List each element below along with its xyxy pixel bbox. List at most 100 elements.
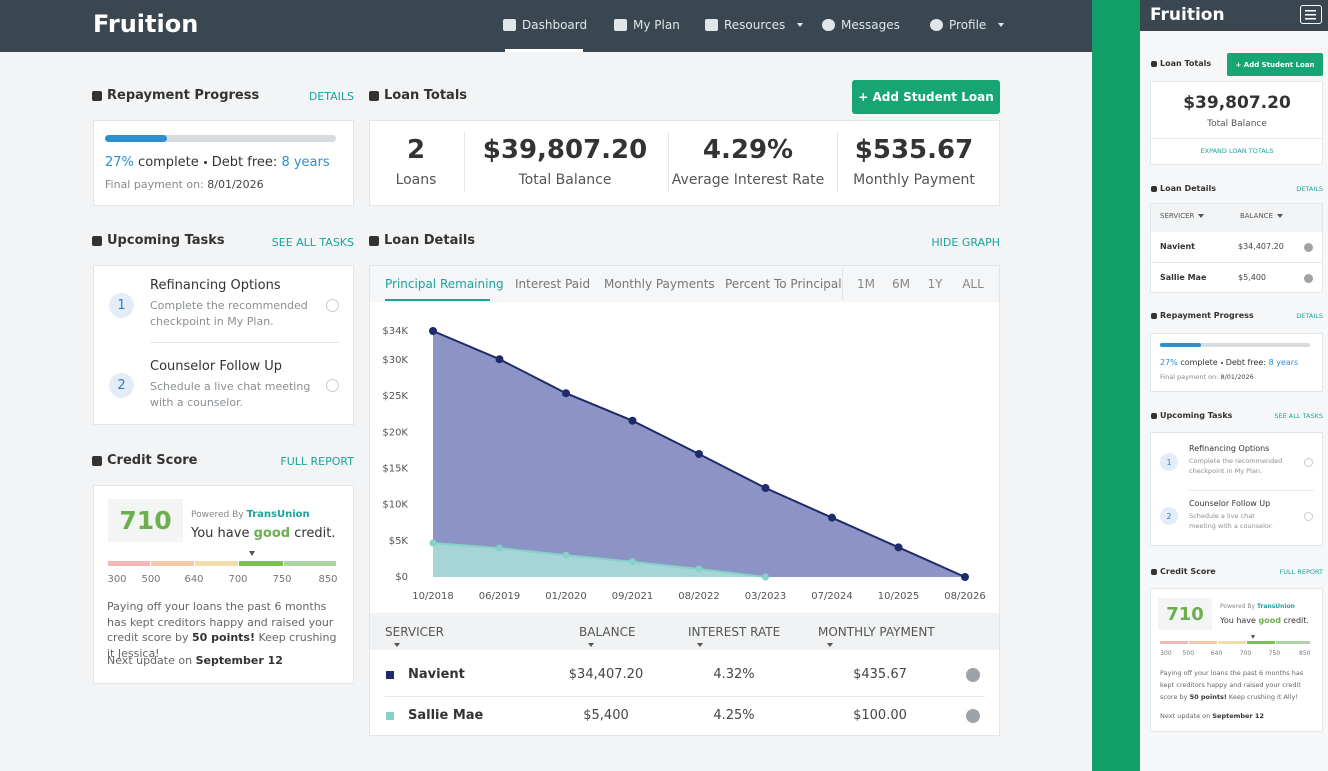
divider [842,268,843,300]
icon [930,19,943,31]
credit-word: credit. [294,526,336,541]
repayment-card [93,120,354,206]
add-loan-button[interactable]: + Add Student Loan [852,80,1000,114]
scale-label: 500 [141,574,161,585]
see-all-link[interactable]: SEE ALL TASKS [1274,412,1323,420]
range[interactable]: 1Y [927,277,943,291]
point [496,544,503,552]
y-tick-label: $30K [382,355,408,366]
point [429,539,437,547]
icon [705,19,718,31]
range[interactable]: 1M [857,277,875,291]
message-start: Paying off your loans the past 6 months … [107,600,334,644]
row-arrow[interactable] [1304,243,1313,252]
tasks-title: Upcoming Tasks [1160,411,1233,420]
nav-label: Messages [841,18,900,32]
icon [369,235,379,246]
details-link[interactable]: DETAILS [1296,312,1323,320]
details-link[interactable]: DETAILS [1296,185,1323,193]
powered: Powered By [1220,603,1256,610]
balance: $34,407.20 [1238,242,1284,251]
top-bar [0,0,1092,52]
range[interactable]: ALL [962,277,984,291]
caret [588,642,594,647]
point [628,416,637,425]
x-tick-label: 03/2023 [745,591,787,602]
icon [92,235,102,246]
tab[interactable]: Principal Remaining [385,277,504,291]
caret [697,642,703,647]
caret [797,23,804,27]
nav-label: My Plan [633,18,680,32]
scale-label: 850 [318,574,338,585]
powered: Powered By [191,510,244,520]
scale-label: 750 [272,574,292,585]
point [961,573,969,581]
progress-line: 27% complete Debt free: 8 years [1160,359,1298,367]
tab[interactable]: Percent To Principal [725,277,842,291]
menu-button[interactable] [1300,5,1322,24]
divider [464,132,465,192]
icon [503,19,516,31]
mobile-tasks-card [1150,432,1323,546]
range[interactable]: 6M [892,277,910,291]
column-label: BALANCE [1240,212,1273,220]
nav-profile[interactable]: Profile [930,18,1005,32]
icon [1151,185,1157,192]
score-marker [249,551,255,556]
see-all-link[interactable]: SEE ALL TASKS [271,236,354,249]
point [629,558,636,566]
cell: 4.25% [713,708,755,723]
section-title: Upcoming Tasks [1151,412,1232,420]
full-report-link[interactable]: FULL REPORT [1279,568,1323,576]
percent-label: 27% [1160,358,1178,367]
column-label: BALANCE [579,625,636,639]
nav-my-plan[interactable]: My Plan [614,18,680,32]
repayment-title: Repayment Progress [107,88,260,103]
nav-resources[interactable]: Resources [705,18,804,32]
progress-fill [1160,343,1201,347]
expand-link[interactable]: EXPAND LOAN TOTALS [1200,147,1274,155]
next-update: Next update on September 12 [107,655,283,666]
details-title: Loan Details [1160,184,1217,193]
scale-segment [1189,641,1217,644]
x-tick-label: 07/2024 [811,591,853,602]
task-radio[interactable] [1304,458,1313,467]
task-desc: Schedule a live chat meeting with a coun… [1189,512,1274,530]
point [828,513,836,522]
final-label: Final payment on: [1160,373,1219,381]
you-have: You have [191,526,250,541]
tasks-title: Upcoming Tasks [107,233,225,248]
task-radio[interactable] [326,379,339,392]
bullet [203,161,207,164]
row-arrow[interactable] [1304,274,1313,283]
scale-segment [151,561,194,566]
x-tick-label: 10/2025 [878,591,920,602]
stat-value: 4.29% [702,135,794,165]
nav-dashboard[interactable]: Dashboard [503,18,587,32]
details-link[interactable]: DETAILS [308,90,354,103]
final-date: 8/01/2026 [207,178,264,191]
cell: 4.32% [713,667,755,682]
task-radio[interactable] [1304,512,1313,521]
bureau: TransUnion [246,509,310,520]
final-line: Final payment on: 8/01/2026 [1160,374,1254,381]
add-loan-button[interactable]: + Add Student Loan [1227,53,1323,76]
nav-messages[interactable]: Messages [822,18,900,32]
active-underline [505,49,583,52]
full-report-link[interactable]: FULL REPORT [280,455,354,468]
task-radio[interactable] [326,299,339,312]
bureau: TransUnion [1257,603,1295,610]
row-arrow[interactable] [966,709,980,723]
hide-graph-link[interactable]: HIDE GRAPH [931,236,1000,249]
section-title: Loan Details [369,234,475,247]
tab[interactable]: Interest Paid [515,277,591,291]
row-arrow[interactable] [966,668,980,682]
icon [614,19,627,31]
task-number: 2 [109,373,134,398]
tab[interactable]: Monthly Payments [604,277,715,291]
point [894,543,903,552]
icon [1151,60,1157,67]
next-update: Next update on September 12 [1160,713,1264,720]
stat-label: Total Balance [518,172,612,188]
